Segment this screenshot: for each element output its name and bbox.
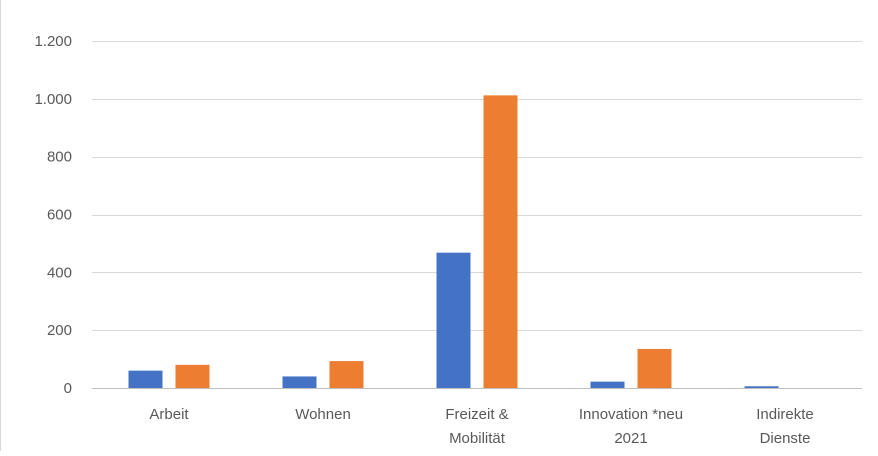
y-tick-label: 600	[47, 207, 72, 224]
x-tick-label: Indirekte	[756, 406, 814, 423]
bar-series2-2	[483, 95, 518, 388]
y-tick-label: 800	[47, 149, 72, 166]
bar-series1-0	[128, 370, 163, 388]
bar-series1-3	[590, 381, 625, 388]
y-axis-ticks: 0 200 400 600 800 1.000 1.200	[34, 33, 72, 397]
bar-series1-1	[282, 376, 317, 388]
bars	[128, 95, 779, 388]
bar-series2-3	[637, 348, 672, 388]
x-tick-label: Dienste	[760, 430, 811, 447]
gridlines	[92, 41, 862, 389]
bar-series2-0	[175, 364, 210, 388]
bar-series2-1	[329, 361, 364, 388]
x-tick-label: Innovation *neu	[579, 406, 683, 423]
y-tick-label: 0	[64, 380, 72, 397]
x-tick-label: 2021	[614, 430, 647, 447]
x-tick-label: Wohnen	[295, 406, 351, 423]
x-tick-label: Freizeit &	[445, 406, 508, 423]
bar-series1-2	[436, 252, 471, 388]
left-border	[0, 0, 1, 451]
y-tick-label: 400	[47, 264, 72, 281]
y-tick-label: 200	[47, 322, 72, 339]
x-tick-label: Arbeit	[149, 406, 189, 423]
y-tick-label: 1.200	[34, 33, 72, 50]
bar-series1-4	[744, 386, 779, 388]
y-tick-label: 1.000	[34, 91, 72, 108]
x-axis-ticks: Arbeit Wohnen Freizeit & Mobilität Innovatio…	[149, 406, 813, 447]
x-tick-label: Mobilität	[449, 430, 506, 447]
